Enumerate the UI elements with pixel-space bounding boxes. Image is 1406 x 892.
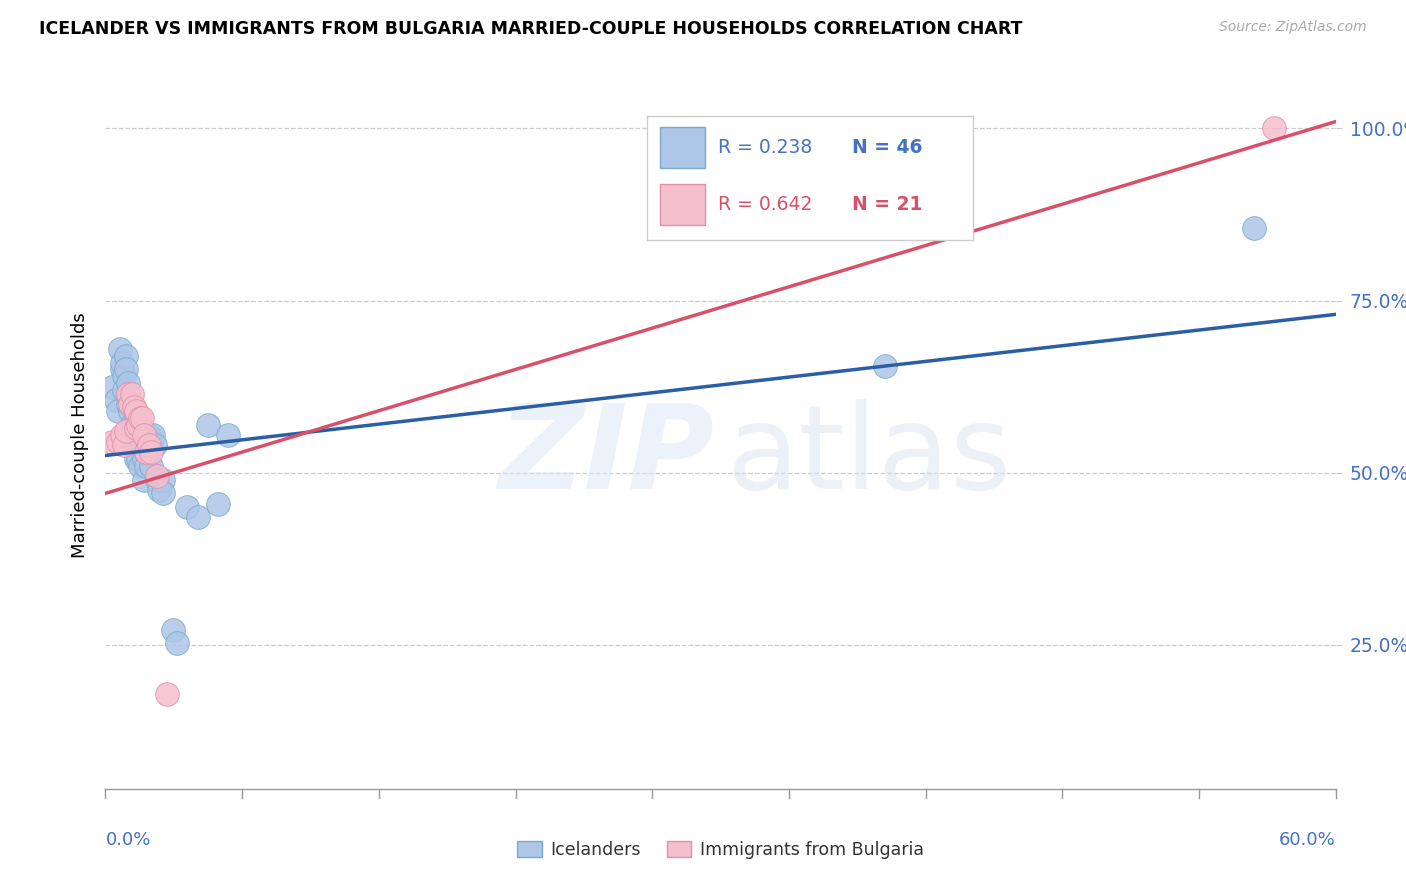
Point [131, 434, 153, 449]
Point [112, 383, 135, 397]
Point [1263, 121, 1285, 136]
Point [127, 417, 149, 432]
Point [145, 473, 167, 487]
Point [148, 483, 170, 497]
Point [127, 452, 149, 467]
Point [166, 636, 188, 650]
Point [125, 421, 148, 435]
Point [135, 458, 157, 473]
Point [138, 427, 160, 442]
Point [121, 417, 143, 432]
Point [134, 427, 156, 442]
Point [120, 403, 141, 417]
Point [112, 369, 135, 384]
Point [111, 427, 134, 442]
Point [162, 623, 184, 637]
Point [143, 438, 166, 452]
Point [138, 438, 160, 452]
Point [117, 397, 139, 411]
Point [135, 445, 157, 459]
Point [127, 427, 149, 442]
Point [197, 417, 219, 432]
Point [120, 425, 141, 439]
Point [131, 410, 153, 425]
Point [111, 362, 134, 376]
Point [125, 434, 148, 449]
Point [121, 386, 143, 401]
Text: 60.0%: 60.0% [1279, 831, 1336, 849]
Point [111, 355, 134, 369]
Point [122, 401, 145, 415]
Point [120, 397, 141, 411]
Point [115, 425, 138, 439]
Point [139, 445, 162, 459]
Point [117, 376, 139, 391]
Text: atlas: atlas [727, 399, 1012, 514]
Text: 0.0%: 0.0% [105, 831, 150, 849]
Point [107, 434, 129, 449]
Point [152, 473, 174, 487]
Point [122, 434, 145, 449]
Point [108, 342, 131, 356]
Point [134, 452, 156, 467]
Y-axis label: Married-couple Households: Married-couple Households [70, 312, 89, 558]
Point [152, 486, 174, 500]
Point [112, 438, 135, 452]
Point [142, 427, 165, 442]
Point [135, 445, 157, 459]
Point [122, 417, 145, 432]
Point [115, 362, 138, 376]
Point [125, 403, 148, 417]
Point [1243, 221, 1265, 235]
Point [134, 473, 156, 487]
Point [107, 403, 129, 417]
Point [156, 687, 179, 701]
Point [176, 500, 198, 515]
Point [187, 510, 209, 524]
Point [100, 434, 122, 449]
Point [145, 469, 167, 483]
Point [139, 434, 162, 449]
Point [218, 427, 240, 442]
Point [139, 458, 162, 473]
Point [121, 434, 143, 449]
Text: ZIP: ZIP [498, 399, 714, 514]
Point [129, 410, 152, 425]
Legend: Icelanders, Immigrants from Bulgaria: Icelanders, Immigrants from Bulgaria [510, 834, 931, 866]
Point [125, 452, 148, 467]
Point [115, 349, 138, 363]
Point [873, 359, 896, 373]
Text: ICELANDER VS IMMIGRANTS FROM BULGARIA MARRIED-COUPLE HOUSEHOLDS CORRELATION CHAR: ICELANDER VS IMMIGRANTS FROM BULGARIA MA… [39, 20, 1024, 37]
Text: Source: ZipAtlas.com: Source: ZipAtlas.com [1219, 20, 1367, 34]
Point [207, 497, 229, 511]
Point [129, 458, 152, 473]
Point [104, 393, 127, 408]
Point [100, 379, 122, 393]
Point [117, 386, 139, 401]
